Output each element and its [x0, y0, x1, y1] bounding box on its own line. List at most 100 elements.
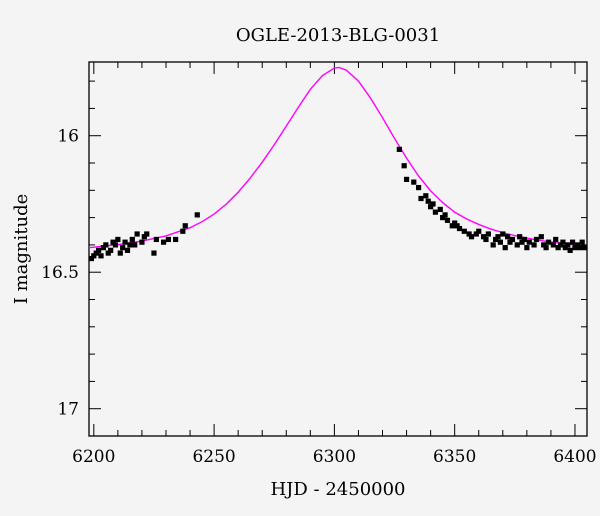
axis-ticks: 6200 6250 6300 6350 6400 16 16.5 17	[41, 62, 597, 467]
data-point	[505, 234, 511, 240]
data-point	[553, 236, 559, 243]
data-point	[132, 242, 138, 248]
data-point	[396, 146, 402, 152]
data-point	[579, 239, 585, 245]
model-curve-series	[88, 66, 588, 249]
data-point	[93, 250, 99, 256]
x-tick-label: 6200	[72, 447, 115, 467]
data-point	[497, 239, 503, 245]
data-point	[550, 242, 556, 248]
data-point	[567, 247, 573, 253]
data-point	[401, 163, 407, 169]
data-point	[110, 239, 116, 245]
data-point	[480, 234, 487, 240]
data-point	[180, 228, 186, 234]
data-point	[182, 223, 188, 229]
data-point	[425, 198, 431, 204]
data-point	[403, 176, 410, 182]
data-point	[108, 247, 114, 253]
data-point	[418, 195, 424, 202]
data-point	[461, 228, 467, 234]
data-point	[117, 250, 123, 256]
data-point	[572, 245, 578, 251]
data-point	[574, 242, 580, 248]
data-point	[560, 239, 566, 245]
model-curve	[88, 66, 588, 249]
data-point	[124, 247, 131, 253]
data-point	[521, 236, 528, 243]
data-point	[440, 215, 446, 221]
data-point	[151, 250, 157, 256]
data-point	[495, 234, 501, 240]
data-point	[98, 253, 104, 259]
data-point	[517, 234, 523, 240]
data-point	[456, 225, 463, 232]
data-point	[173, 236, 179, 243]
data-point	[509, 236, 516, 243]
data-point	[430, 201, 436, 207]
data-point	[141, 234, 147, 240]
data-point	[538, 234, 544, 240]
x-tick-label: 6300	[313, 447, 356, 467]
data-point	[500, 231, 506, 237]
data-point	[423, 193, 429, 199]
data-point	[541, 242, 547, 248]
data-point	[129, 236, 135, 243]
data-point	[492, 236, 499, 243]
data-point	[545, 239, 552, 245]
x-tick-label: 6350	[433, 447, 476, 467]
data-point	[562, 245, 568, 251]
data-point	[581, 245, 588, 251]
data-point	[134, 231, 140, 237]
data-point	[112, 242, 119, 248]
data-point	[555, 245, 561, 251]
data-point	[432, 209, 439, 215]
y-tick-label: 16.5	[41, 263, 79, 283]
data-point	[127, 242, 133, 248]
data-point	[105, 250, 111, 256]
data-point	[449, 223, 455, 229]
data-point	[514, 242, 520, 248]
data-point	[468, 234, 475, 240]
plot-frame	[88, 61, 588, 437]
data-point	[490, 242, 496, 248]
data-point	[557, 242, 564, 248]
data-point	[531, 242, 537, 248]
data-point	[502, 245, 508, 251]
data-point	[533, 236, 540, 243]
data-point	[194, 212, 200, 218]
data-point	[526, 239, 532, 245]
data-points-series	[88, 146, 588, 262]
data-point	[524, 245, 530, 251]
data-point	[452, 220, 458, 226]
data-point	[415, 184, 422, 191]
data-point	[153, 236, 159, 243]
y-axis-label: I magnitude	[11, 194, 32, 305]
data-point	[442, 212, 448, 218]
data-point	[139, 239, 145, 245]
data-point	[91, 253, 97, 259]
data-point	[483, 236, 489, 243]
data-point	[454, 223, 460, 229]
data-point	[565, 242, 571, 248]
data-point	[88, 255, 95, 262]
data-point	[569, 239, 576, 245]
data-point	[115, 236, 121, 243]
data-point	[120, 245, 126, 251]
y-tick-label: 16	[57, 127, 79, 147]
data-point	[160, 239, 167, 245]
x-tick-label: 6400	[553, 447, 596, 467]
data-point	[96, 247, 102, 253]
data-point	[165, 236, 171, 243]
data-point	[507, 239, 513, 245]
data-point	[466, 231, 472, 237]
y-tick-label: 17	[57, 400, 79, 420]
data-point	[411, 179, 417, 185]
data-point	[476, 228, 482, 234]
data-point	[519, 239, 525, 245]
data-point	[543, 245, 549, 251]
data-point	[122, 239, 128, 245]
data-point	[428, 204, 434, 210]
